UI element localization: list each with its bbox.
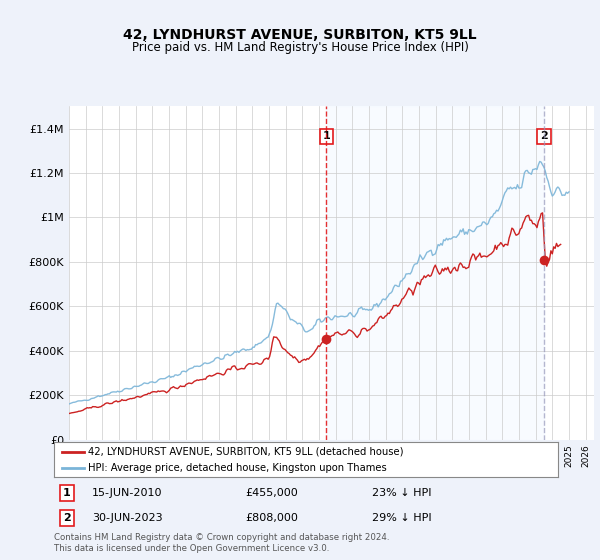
Text: 2: 2: [540, 132, 548, 141]
Bar: [326, 106, 544, 440]
Text: 1: 1: [63, 488, 70, 498]
Text: 15-JUN-2010: 15-JUN-2010: [92, 488, 162, 498]
Text: 29% ↓ HPI: 29% ↓ HPI: [371, 514, 431, 524]
Text: 1: 1: [323, 132, 331, 141]
Text: Contains HM Land Registry data © Crown copyright and database right 2024.
This d: Contains HM Land Registry data © Crown c…: [54, 533, 389, 553]
Text: 42, LYNDHURST AVENUE, SURBITON, KT5 9LL (detached house): 42, LYNDHURST AVENUE, SURBITON, KT5 9LL …: [88, 447, 404, 457]
Text: £808,000: £808,000: [245, 514, 298, 524]
Text: 30-JUN-2023: 30-JUN-2023: [92, 514, 163, 524]
Text: Price paid vs. HM Land Registry's House Price Index (HPI): Price paid vs. HM Land Registry's House …: [131, 40, 469, 54]
Text: 23% ↓ HPI: 23% ↓ HPI: [371, 488, 431, 498]
Text: 42, LYNDHURST AVENUE, SURBITON, KT5 9LL: 42, LYNDHURST AVENUE, SURBITON, KT5 9LL: [123, 28, 477, 42]
Text: £455,000: £455,000: [245, 488, 298, 498]
Text: 2: 2: [63, 514, 70, 524]
Text: HPI: Average price, detached house, Kingston upon Thames: HPI: Average price, detached house, King…: [88, 463, 387, 473]
